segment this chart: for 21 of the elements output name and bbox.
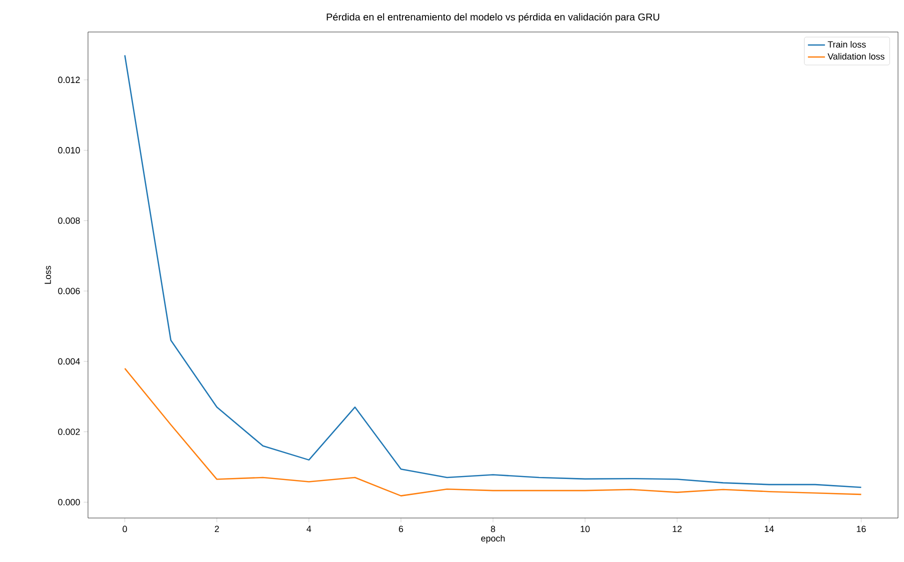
y-axis-title: Loss [44, 266, 51, 284]
y-tick-label: 0.004 [58, 358, 80, 365]
x-tick-label: 14 [764, 526, 774, 532]
x-tick-label: 12 [672, 526, 682, 532]
x-tick-label: 16 [856, 526, 866, 532]
y-tick-label: 0.010 [58, 147, 80, 154]
y-tick-label: 0.002 [58, 428, 80, 435]
x-tick-label: 0 [122, 526, 127, 532]
x-tick-label: 6 [398, 526, 404, 532]
y-tick-label: 0.000 [58, 498, 80, 506]
y-tick-label: 0.006 [58, 288, 80, 294]
x-tick-label: 4 [306, 526, 312, 532]
legend-label: Train loss [828, 41, 866, 48]
x-tick-label: 10 [580, 526, 590, 532]
x-tick-label: 2 [214, 526, 219, 532]
chart-title: Pérdida en el entrenamiento del modelo vs pérdida en validación para GRU [326, 13, 660, 22]
legend-label: Validation loss [828, 53, 884, 60]
x-tick-label: 8 [490, 526, 496, 532]
x-axis-title: epoch [481, 534, 505, 544]
y-tick-label: 0.008 [58, 217, 80, 224]
y-tick-label: 0.012 [58, 76, 80, 84]
